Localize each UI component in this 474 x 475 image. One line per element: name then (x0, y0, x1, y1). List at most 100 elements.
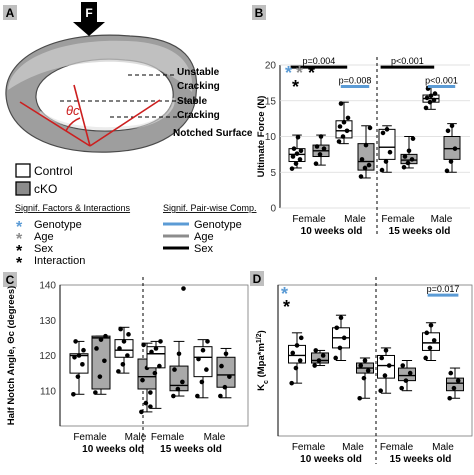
data-point (365, 368, 371, 373)
p-value-label: p<0.001 (391, 56, 424, 66)
data-point (406, 148, 412, 154)
data-point (427, 99, 433, 105)
data-point (290, 154, 296, 159)
data-point (449, 123, 455, 129)
box (443, 136, 461, 160)
data-point (313, 348, 319, 353)
significance-star-icon: * (308, 63, 315, 83)
data-point (75, 374, 81, 379)
box (216, 356, 236, 388)
legend-pairwise-label: Genotype (194, 219, 242, 231)
data-point (407, 370, 413, 376)
p-value-label: p=0.008 (339, 75, 372, 85)
data-point (148, 390, 153, 395)
data-point (171, 393, 176, 399)
data-point (337, 124, 343, 129)
force-arrow-icon (73, 2, 105, 36)
legend-control-label: Control (34, 164, 73, 178)
panel-letter: D (253, 272, 262, 286)
panel-letter-bg (250, 271, 264, 286)
stable-label: Stable (177, 96, 207, 107)
data-point (126, 332, 131, 337)
plot-frame (277, 284, 473, 437)
data-point (334, 325, 340, 331)
data-point (297, 358, 303, 363)
data-point (431, 338, 437, 343)
data-point (205, 339, 210, 344)
data-point (321, 146, 327, 151)
data-point (399, 385, 404, 391)
x-sex-label: Female (381, 214, 415, 225)
data-point (293, 365, 299, 371)
data-point (158, 339, 163, 344)
data-point (97, 374, 103, 379)
data-point (362, 165, 368, 171)
data-point (379, 167, 385, 173)
x-age-label: 10 weeks old (82, 444, 144, 455)
data-point (72, 354, 77, 360)
legend-factors-title: Signif. Factors & Interactions (15, 203, 131, 213)
panel-letter-bg (3, 272, 17, 287)
data-point (317, 152, 323, 157)
data-point (333, 355, 338, 361)
y-tick-label: 120 (39, 351, 56, 362)
legend: Control cKO Signif. Factors & Interactio… (15, 163, 257, 272)
panel-a-letter: A (6, 6, 15, 20)
y-tick-label: 140 (39, 281, 56, 292)
data-point (410, 136, 416, 141)
x-sex-label: Female (292, 214, 326, 225)
box (91, 335, 111, 390)
data-point (318, 134, 324, 139)
x-sex-label: Male (344, 214, 366, 225)
legend-factor-label: Genotype (34, 219, 82, 231)
data-point (445, 128, 451, 134)
data-point (98, 337, 104, 342)
legend-factor-list: * Genotype * Age * Sex * Interaction (16, 219, 85, 272)
p-value-label: p=0.004 (303, 56, 336, 66)
data-point (199, 379, 205, 385)
data-point (337, 345, 343, 351)
data-point (81, 347, 86, 353)
data-point (452, 146, 458, 151)
data-point (289, 380, 294, 386)
panel-a-letter-bg (3, 5, 17, 20)
data-point (143, 400, 149, 406)
x-sex-label: Male (204, 432, 226, 443)
legend-factor-label: Age (34, 231, 54, 243)
unstable-cracking-label: Cracking (177, 81, 220, 92)
data-point (181, 286, 186, 291)
data-point (139, 409, 144, 415)
data-point (120, 362, 126, 367)
x-age-label: 10 weeks old (300, 454, 362, 465)
x-sex-label: Male (125, 432, 147, 443)
panel-letter: C (6, 273, 15, 287)
box (377, 354, 395, 379)
data-point (357, 395, 362, 401)
notch-angle-line-2 (19, 101, 91, 147)
data-point (423, 105, 429, 111)
p-value-label: p<0.001 (425, 75, 458, 85)
data-point (157, 363, 162, 369)
data-point (204, 367, 209, 372)
data-point (378, 388, 383, 394)
data-point (290, 350, 296, 356)
data-point (424, 330, 430, 336)
data-point (428, 322, 434, 328)
legend-cko-swatch (15, 181, 31, 196)
data-point (400, 363, 406, 368)
notch-angle-line-1 (73, 84, 91, 147)
data-point (102, 358, 107, 364)
data-point (338, 101, 344, 106)
data-point (117, 346, 122, 351)
y-axis-label: Ultimate Force (N) (256, 96, 267, 178)
legend-pairwise-title: Signif. Pair-wise Comp. (163, 203, 257, 213)
data-point (341, 335, 347, 341)
data-point (80, 362, 85, 367)
data-point (227, 374, 232, 379)
x-age-label: 15 weeks old (160, 444, 222, 455)
data-point (358, 174, 364, 179)
data-point (379, 355, 385, 361)
